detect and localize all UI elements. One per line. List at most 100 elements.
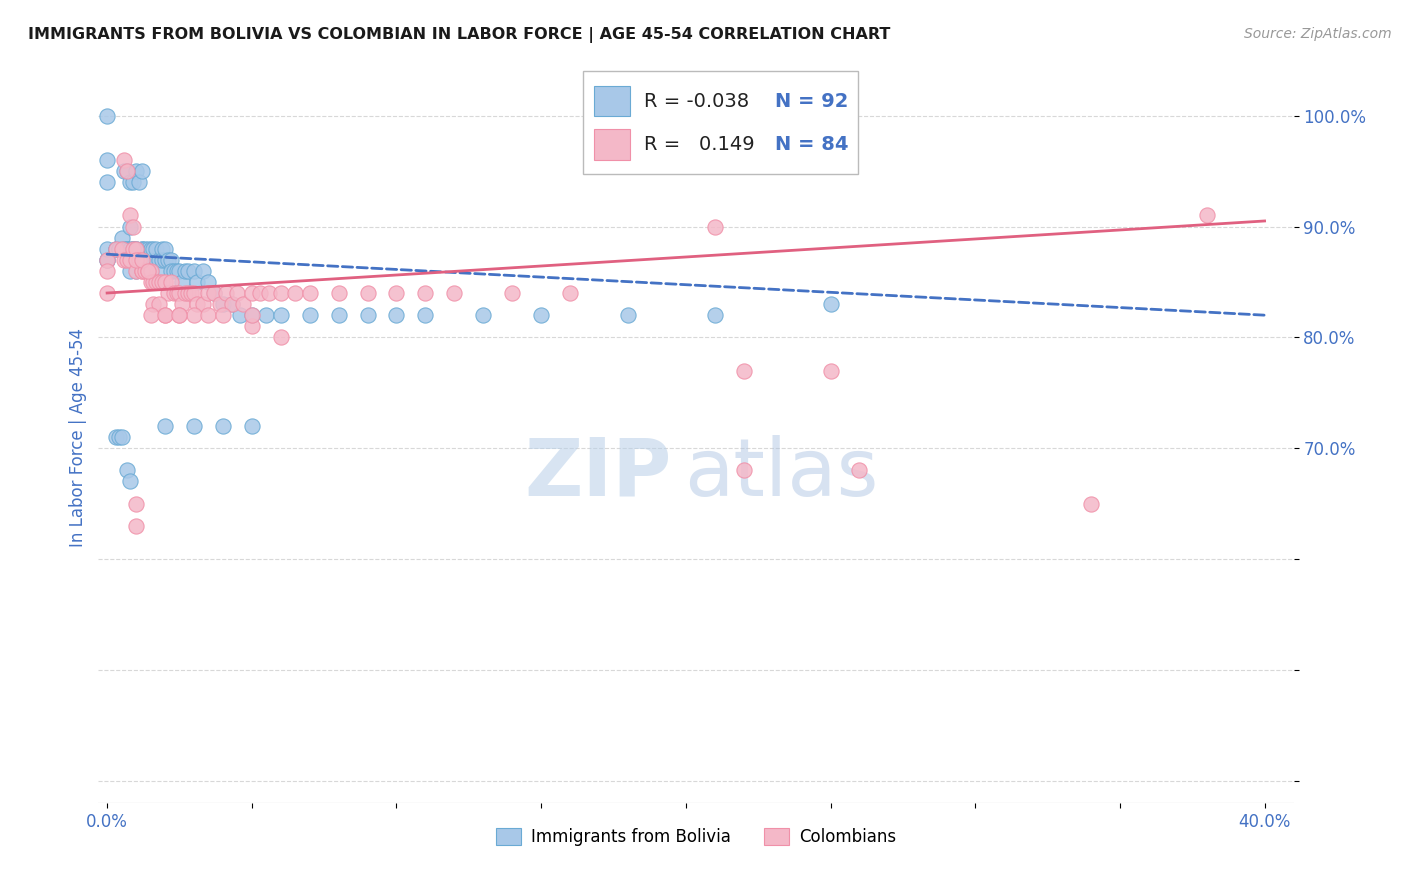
Point bbox=[153, 242, 176, 256]
Point bbox=[148, 275, 170, 289]
Point bbox=[328, 285, 350, 300]
Point bbox=[240, 419, 263, 434]
Point bbox=[270, 330, 292, 344]
Bar bbox=[595, 86, 630, 117]
Point bbox=[131, 242, 153, 256]
Point bbox=[229, 308, 252, 322]
Point bbox=[328, 308, 350, 322]
Point bbox=[134, 264, 156, 278]
Point bbox=[159, 264, 181, 278]
Point bbox=[114, 153, 136, 167]
Text: ZIP: ZIP bbox=[524, 434, 672, 513]
Point bbox=[153, 308, 176, 322]
Point bbox=[197, 308, 219, 322]
Point bbox=[125, 242, 148, 256]
Point bbox=[96, 252, 118, 267]
Point bbox=[104, 242, 127, 256]
Point bbox=[240, 308, 263, 322]
Point bbox=[139, 275, 162, 289]
Y-axis label: In Labor Force | Age 45-54: In Labor Force | Age 45-54 bbox=[69, 327, 87, 547]
Text: atlas: atlas bbox=[685, 434, 879, 513]
Point bbox=[240, 308, 263, 322]
Point bbox=[139, 308, 162, 322]
FancyBboxPatch shape bbox=[583, 71, 858, 174]
Point bbox=[122, 242, 145, 256]
Point bbox=[142, 242, 165, 256]
Point bbox=[120, 242, 142, 256]
Point bbox=[122, 175, 145, 189]
Point bbox=[125, 264, 148, 278]
Point bbox=[153, 275, 176, 289]
Point bbox=[122, 242, 145, 256]
Point bbox=[117, 242, 139, 256]
Point bbox=[128, 252, 150, 267]
Point bbox=[139, 242, 162, 256]
Text: R =   0.149: R = 0.149 bbox=[644, 135, 755, 153]
Point bbox=[110, 430, 132, 444]
Point bbox=[142, 252, 165, 267]
Point bbox=[125, 252, 148, 267]
Point bbox=[107, 430, 129, 444]
Point bbox=[145, 242, 167, 256]
Point bbox=[128, 175, 150, 189]
Text: Source: ZipAtlas.com: Source: ZipAtlas.com bbox=[1244, 27, 1392, 41]
Point bbox=[530, 308, 553, 322]
Point bbox=[131, 164, 153, 178]
Point bbox=[443, 285, 465, 300]
Point bbox=[96, 109, 118, 123]
Point bbox=[122, 242, 145, 256]
Point bbox=[254, 308, 277, 322]
Point bbox=[820, 297, 842, 311]
Point bbox=[114, 242, 136, 256]
Point bbox=[703, 219, 725, 234]
Point bbox=[122, 219, 145, 234]
Point bbox=[169, 308, 191, 322]
Point bbox=[145, 252, 167, 267]
Point bbox=[177, 285, 200, 300]
Point bbox=[221, 297, 243, 311]
Point bbox=[415, 308, 437, 322]
Point bbox=[415, 285, 437, 300]
Point bbox=[139, 264, 162, 278]
Point bbox=[114, 164, 136, 178]
Point bbox=[385, 308, 408, 322]
Point bbox=[131, 252, 153, 267]
Point bbox=[153, 419, 176, 434]
Point bbox=[122, 242, 145, 256]
Point bbox=[120, 264, 142, 278]
Point bbox=[191, 297, 214, 311]
Point bbox=[125, 264, 148, 278]
Point bbox=[110, 242, 132, 256]
Point bbox=[159, 252, 181, 267]
Text: R = -0.038: R = -0.038 bbox=[644, 92, 749, 111]
Legend: Immigrants from Bolivia, Colombians: Immigrants from Bolivia, Colombians bbox=[489, 822, 903, 853]
Point bbox=[159, 275, 181, 289]
Point bbox=[186, 297, 208, 311]
Point bbox=[183, 264, 205, 278]
Point bbox=[180, 285, 202, 300]
Point bbox=[131, 242, 153, 256]
Point bbox=[139, 252, 162, 267]
Point bbox=[197, 285, 219, 300]
Point bbox=[202, 285, 225, 300]
Point bbox=[249, 285, 271, 300]
Point bbox=[125, 164, 148, 178]
Point bbox=[197, 275, 219, 289]
Point bbox=[145, 275, 167, 289]
Point bbox=[148, 252, 170, 267]
Point bbox=[848, 463, 870, 477]
Point bbox=[120, 175, 142, 189]
Point bbox=[134, 242, 156, 256]
Point bbox=[142, 297, 165, 311]
Point bbox=[183, 285, 205, 300]
Point bbox=[104, 242, 127, 256]
Point bbox=[172, 297, 194, 311]
Point bbox=[148, 264, 170, 278]
Point bbox=[208, 297, 231, 311]
Point bbox=[270, 285, 292, 300]
Point bbox=[153, 252, 176, 267]
Point bbox=[186, 275, 208, 289]
Point bbox=[183, 419, 205, 434]
Point bbox=[148, 297, 170, 311]
Text: IMMIGRANTS FROM BOLIVIA VS COLOMBIAN IN LABOR FORCE | AGE 45-54 CORRELATION CHAR: IMMIGRANTS FROM BOLIVIA VS COLOMBIAN IN … bbox=[28, 27, 890, 43]
